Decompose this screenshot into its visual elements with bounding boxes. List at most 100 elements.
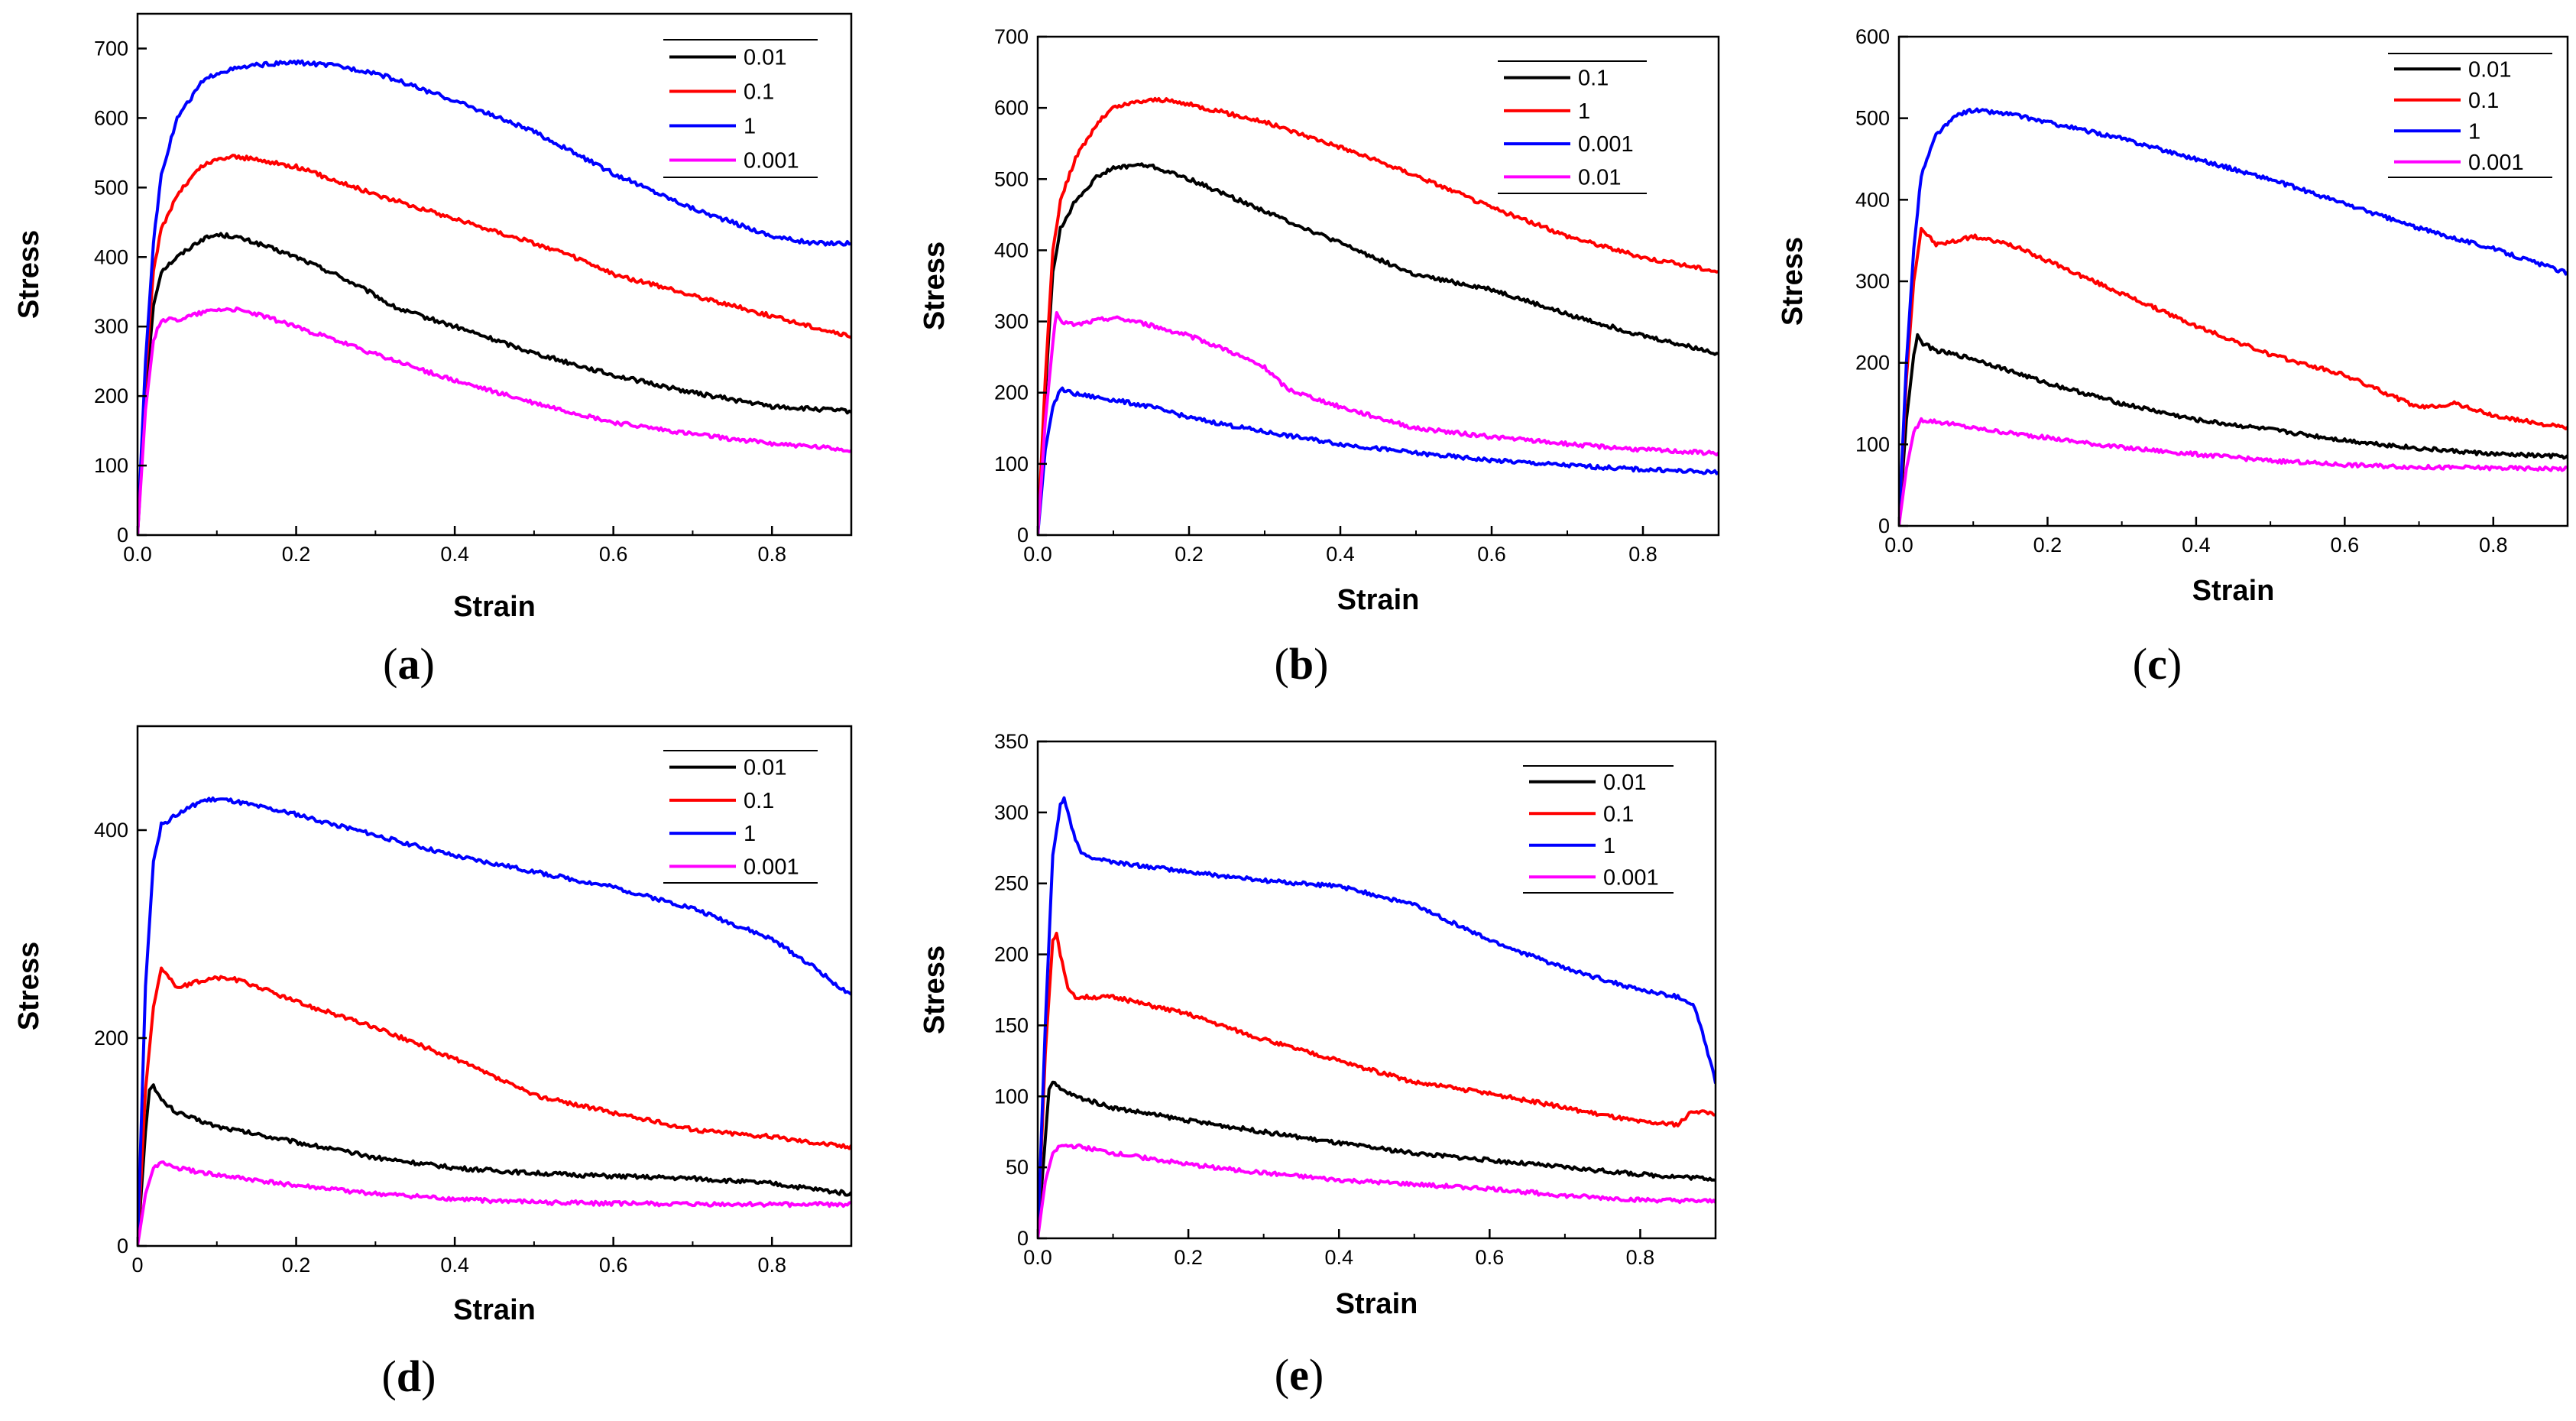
plot-frame [1036, 35, 1720, 537]
legend: 0.01 0.1 1 0.001 [2388, 53, 2552, 178]
x-axis-label: Strain [1337, 584, 1420, 616]
series-line-1 [138, 59, 851, 535]
y-axis-label: Stress [919, 242, 951, 330]
panel-label-letter: b [1289, 639, 1314, 689]
y-tick-label: 250 [994, 872, 1029, 895]
y-tick-label: 300 [1855, 270, 1890, 293]
x-tick-label: 0.8 [1626, 1246, 1655, 1269]
y-tick-label: 0 [1017, 524, 1029, 547]
x-tick-label: 0.0 [123, 543, 152, 566]
panel-label-close: ) [420, 639, 435, 689]
series-line-0_01 [1899, 333, 2568, 526]
panel-label-open: ( [1275, 1350, 1289, 1400]
legend: 0.01 0.1 1 0.001 [663, 39, 818, 178]
panel-label-letter: d [397, 1351, 421, 1401]
y-tick-label: 50 [1006, 1156, 1029, 1179]
legend-label: 0.1 [744, 80, 774, 105]
y-tick-label: 500 [994, 167, 1029, 190]
y-tick-label: 200 [994, 381, 1029, 404]
series-line-0_001 [1038, 386, 1719, 535]
panel-label-close: ) [1314, 639, 1328, 689]
y-tick-label: 400 [1855, 188, 1890, 211]
y-tick-label: 400 [94, 819, 128, 842]
y-tick-label: 100 [994, 1085, 1029, 1108]
y-axis-label: Stress [13, 942, 45, 1030]
legend-label: 0.1 [1578, 67, 1609, 91]
y-tick-label: 150 [994, 1014, 1029, 1037]
series-line-1 [1038, 796, 1716, 1238]
legend-label: 1 [1603, 834, 1615, 858]
chart-panel-d: 0 0.2 0.4 0.6 0.8 0 200 400 Strain Stress 0.01 0.1 1… [13, 725, 853, 1401]
series-line-0_1 [138, 154, 851, 535]
panel-label-close: ) [1309, 1350, 1324, 1400]
x-tick-label: 0.2 [2033, 534, 2062, 556]
chart-panel-e: 0.0 0.2 0.4 0.6 0.8 0 50 100 150 200 250 300 350 Stra… [919, 730, 1717, 1400]
plot-frame [136, 12, 853, 537]
plot-frame [136, 725, 853, 1247]
y-tick-label: 700 [94, 37, 128, 60]
x-tick-label: 0.6 [1477, 543, 1506, 566]
panel-label-letter: a [398, 639, 420, 689]
legend-label: 1 [744, 822, 756, 846]
chart-panel-a: 0.0 0.2 0.4 0.6 0.8 0 100 200 300 400 500 600 700 Str… [13, 12, 853, 689]
y-tick-label: 0 [1878, 514, 1890, 537]
legend: 0.1 1 0.001 0.01 [1498, 60, 1647, 194]
legend-label: 1 [1578, 99, 1590, 124]
y-tick-label: 350 [994, 730, 1029, 753]
series-line-0_1 [138, 966, 851, 1246]
series-line-0_01 [1038, 311, 1719, 535]
panel-label-open: ( [383, 639, 397, 689]
series-line-0_01 [138, 232, 851, 535]
chart-panel-c: 0.0 0.2 0.4 0.6 0.8 0 100 200 300 400 500 600 Strain… [1777, 25, 2569, 689]
panel-label-letter: c [2147, 639, 2167, 689]
legend-label: 0.01 [2468, 57, 2511, 82]
x-tick-label: 0.4 [440, 1254, 469, 1277]
panel-label: (a) [383, 639, 435, 689]
x-tick-label: 0.4 [1324, 1246, 1353, 1269]
y-tick-label: 400 [994, 238, 1029, 261]
legend-label: 0.001 [1603, 865, 1659, 890]
x-tick-label: 0.2 [282, 1254, 311, 1277]
panel-label: (e) [1275, 1350, 1324, 1400]
y-tick-label: 600 [1855, 25, 1890, 48]
panel-label-close: ) [2167, 639, 2182, 689]
panel-label: (b) [1275, 639, 1329, 689]
legend-label: 1 [744, 115, 756, 139]
series-line-0_001 [1038, 1143, 1716, 1238]
x-tick-label: 0.2 [1175, 543, 1204, 566]
y-tick-label: 300 [994, 801, 1029, 824]
y-tick-label: 100 [1855, 433, 1890, 456]
plot-frame [1036, 740, 1717, 1240]
x-tick-label: 0.2 [1174, 1246, 1203, 1269]
x-axis-label: Strain [453, 591, 536, 623]
x-tick-label: 0.6 [1476, 1246, 1505, 1269]
series-line-1 [1038, 96, 1719, 535]
y-axis-label: Stress [919, 946, 951, 1034]
x-axis-label: Strain [2192, 575, 2275, 607]
y-axis-label: Stress [13, 230, 45, 319]
x-axis-label: Strain [453, 1294, 536, 1326]
series-line-0_001 [138, 306, 851, 535]
series-line-0_1 [1038, 931, 1716, 1238]
series-line-0_001 [1899, 417, 2568, 526]
y-tick-label: 500 [1855, 107, 1890, 130]
y-tick-label: 700 [994, 25, 1029, 48]
x-tick-label: 0.8 [1628, 543, 1657, 566]
series-line-1 [138, 796, 851, 1246]
x-tick-label: 0.0 [1023, 1246, 1052, 1269]
x-tick-label: 0.6 [599, 543, 628, 566]
series-line-0_001 [138, 1160, 851, 1246]
x-tick-label: 0.4 [1326, 543, 1355, 566]
y-tick-label: 500 [94, 176, 128, 199]
y-tick-label: 100 [994, 453, 1029, 475]
series-line-0_1 [1899, 226, 2568, 526]
legend-label: 0.001 [744, 149, 799, 174]
legend-label: 1 [2468, 119, 2480, 144]
series-line-0_01 [138, 1083, 851, 1246]
y-tick-label: 300 [94, 315, 128, 338]
y-tick-label: 200 [994, 943, 1029, 966]
legend: 0.01 0.1 1 0.001 [1523, 765, 1674, 894]
y-tick-label: 100 [94, 454, 128, 477]
x-tick-label: 0.0 [1023, 543, 1052, 566]
